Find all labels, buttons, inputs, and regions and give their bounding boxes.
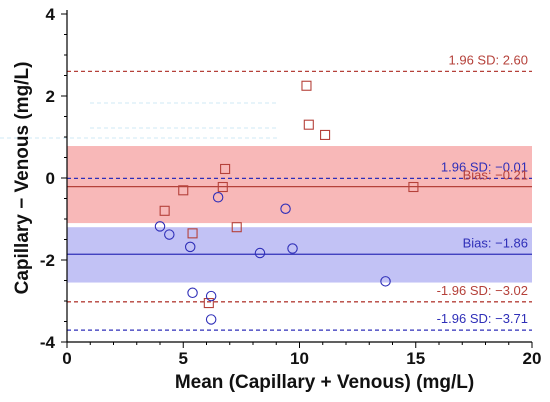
ref-line-label-2: Bias: −0.21 (463, 168, 528, 183)
ref-line-label-1: 1.96 SD: −0.01 (441, 159, 528, 174)
x-tick-label: 20 (523, 349, 542, 368)
square-point (217, 181, 228, 193)
square-point (231, 222, 242, 233)
circle-point (380, 276, 391, 287)
x-tick-label: 0 (62, 349, 71, 368)
circle-point (280, 203, 291, 215)
y-tick-label: -2 (40, 251, 55, 270)
reference-lines (67, 70, 532, 331)
square-point (187, 228, 198, 239)
square-point (301, 80, 312, 91)
x-tick-label: 15 (406, 349, 425, 368)
x-tick-label: 5 (179, 349, 188, 368)
circle-point (184, 241, 196, 253)
circle-point (187, 287, 198, 299)
ref-line-label-4: -1.96 SD: −3.02 (437, 283, 528, 298)
ref-line-label-5: -1.96 SD: −3.71 (437, 311, 528, 326)
circle-point (205, 290, 217, 302)
ref-line-label-3: Bias: −1.86 (463, 235, 528, 250)
y-tick-label: 0 (46, 169, 55, 188)
y-tick-label: -4 (40, 333, 56, 352)
ref-line-label-0: 1.96 SD: 2.60 (449, 52, 529, 67)
square-point (159, 205, 170, 216)
circle-point (287, 243, 298, 254)
circle-point (164, 229, 175, 240)
square-point (303, 119, 314, 130)
square-point (408, 181, 419, 193)
band-red (67, 146, 532, 224)
circle-point (154, 221, 166, 232)
circle-point (212, 192, 224, 203)
data-points (154, 80, 419, 325)
y-axis-title: Capillary − Venous (mg/L) (12, 62, 33, 295)
square-point (320, 129, 331, 140)
x-axis-title: Mean (Capillary + Venous) (mg/L) (175, 372, 474, 393)
circle-point (254, 247, 266, 259)
y-tick-label: 2 (46, 87, 55, 106)
x-tick-label: 10 (290, 349, 309, 368)
faint-line-artifacts (0, 102, 278, 139)
square-point (203, 297, 214, 309)
y-tick-label: 4 (46, 5, 56, 24)
square-point (220, 163, 231, 175)
square-point (178, 185, 189, 196)
circle-point (205, 314, 217, 325)
